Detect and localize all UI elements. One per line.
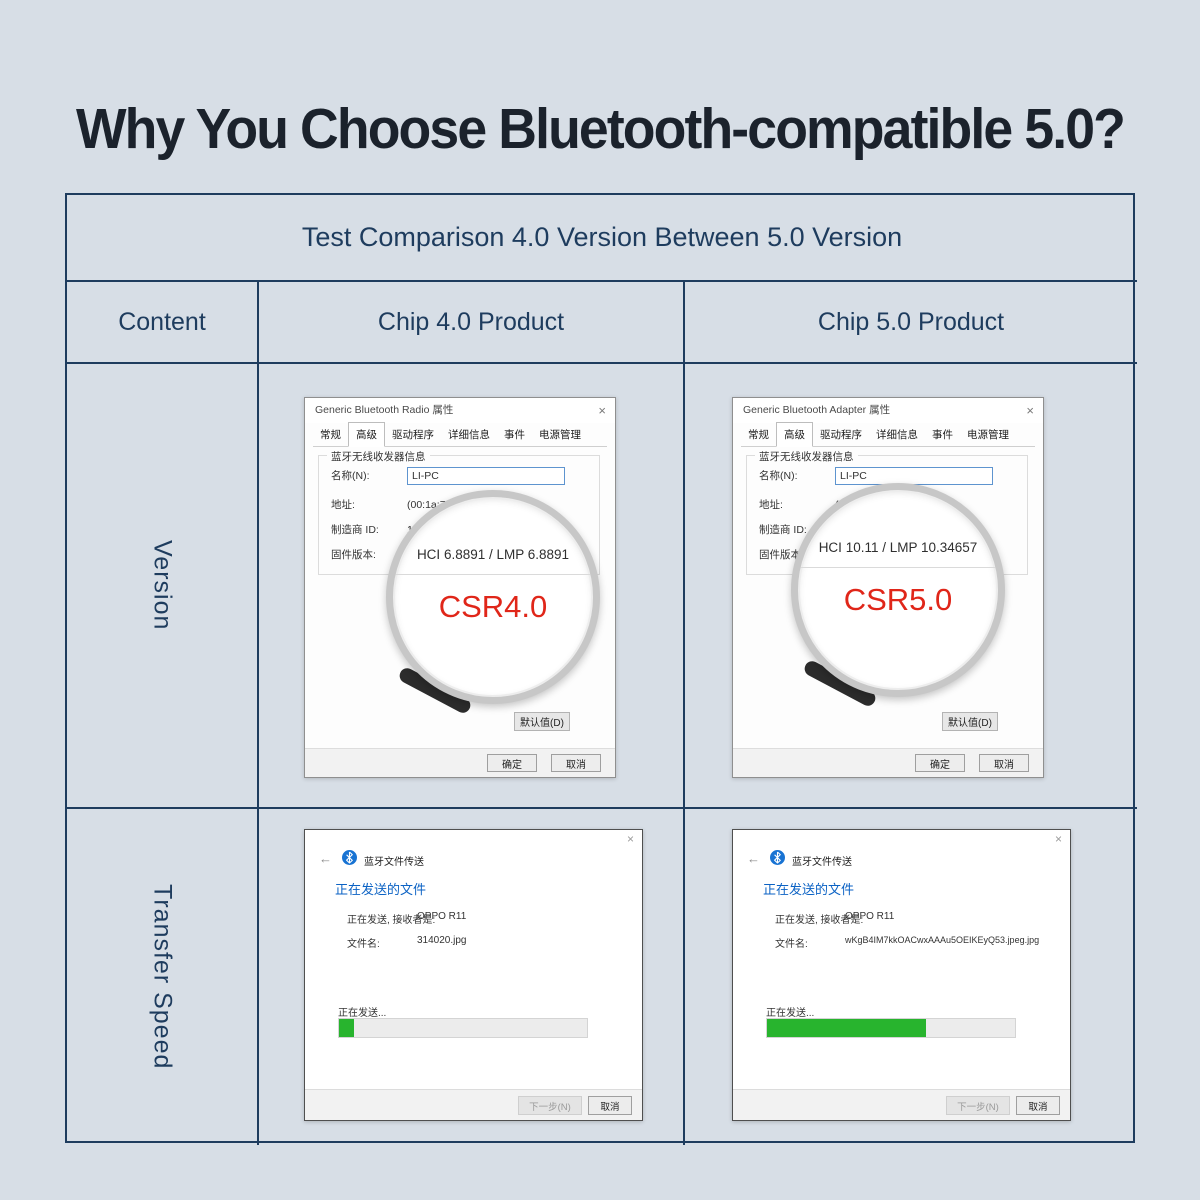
tab-driver[interactable]: 驱动程序 [392,429,434,441]
divider [393,574,593,575]
version-cell-chip50: Generic Bluetooth Adapter 属性 × 常规 高级 驱动程… [683,362,1137,807]
default-value-button[interactable]: 默认值(D) [514,712,570,731]
recipient-label: 正在发送, 接收者是: [347,915,436,926]
dialog-title: Generic Bluetooth Radio 属性 [315,404,454,416]
progress-fill [767,1019,926,1037]
version-cell-chip40: Generic Bluetooth Radio 属性 × 常规 高级 驱动程序 … [257,362,683,807]
transfer-cell-chip40: × ← 蓝牙文件传送 正在发送的文件 正在发送, 接收者是: OPPO R11 … [257,807,683,1145]
row-header-version: Version [67,362,257,807]
tab-advanced[interactable]: 高级 [776,422,813,447]
progress-bar [338,1018,588,1038]
bluetooth-properties-dialog-50: Generic Bluetooth Adapter 属性 × 常规 高级 驱动程… [732,397,1044,778]
manufacturer-label: 制造商 ID: [331,524,379,536]
manufacturer-label: 制造商 ID: [759,524,807,536]
back-arrow-icon[interactable]: ← [747,851,760,866]
dialog-footer: 下一步(N) 取消 [305,1089,642,1120]
tab-power[interactable]: 电源管理 [539,429,581,441]
filename-label: 文件名: [775,939,808,950]
firmware-label: 固件版本: [759,549,804,561]
tab-power[interactable]: 电源管理 [967,429,1009,441]
cancel-button[interactable]: 取消 [588,1096,632,1115]
next-button[interactable]: 下一步(N) [946,1096,1010,1115]
row-header-version-label: Version [148,540,177,631]
progress-label: 正在发送... [766,1008,815,1019]
file-transfer-dialog-40: × ← 蓝牙文件传送 正在发送的文件 正在发送, 接收者是: OPPO R11 … [304,829,643,1121]
comparison-table: Test Comparison 4.0 Version Between 5.0 … [65,193,1137,1145]
groupbox-legend: 蓝牙无线收发器信息 [755,449,858,464]
cancel-button[interactable]: 取消 [551,754,601,772]
close-icon[interactable]: × [598,403,606,418]
tab-driver[interactable]: 驱动程序 [820,429,862,441]
dialog-footer: 下一步(N) 取消 [733,1089,1070,1120]
bluetooth-icon [342,850,357,865]
radio-info-groupbox: 蓝牙无线收发器信息 名称(N):LI-PC 地址:(00:e0:4c:b0:cc… [746,449,1028,575]
cancel-button[interactable]: 取消 [979,754,1029,772]
progress-fill [339,1019,354,1037]
tab-details[interactable]: 详细信息 [448,429,490,441]
dialog-tabs: 常规 高级 驱动程序 详细信息 事件 电源管理 [741,422,1035,447]
transfer-cell-chip50: × ← 蓝牙文件传送 正在发送的文件 正在发送, 接收者是: OPPO R11 … [683,807,1137,1145]
magnifier-lens: HCI 10.11 / LMP 10.34657 CSR5.0 [791,483,1005,697]
row-header-transfer-speed: Transfer Speed [67,807,257,1145]
magnifier-overlay: HCI 10.11 / LMP 10.34657 CSR5.0 [791,483,1005,709]
sending-files-heading: 正在发送的文件 [763,882,855,897]
filename-value: wKgB4IM7kkOACwxAAAu5OEIKEyQ53.jpeg.jpg [845,935,1040,945]
column-header-chip50: Chip 5.0 Product [683,280,1137,362]
table-title: Test Comparison 4.0 Version Between 5.0 … [301,222,903,252]
recipient-value: OPPO R11 [845,911,895,922]
tab-general[interactable]: 常规 [748,429,769,441]
transfer-window-title: 蓝牙文件传送 [364,857,424,868]
tab-details[interactable]: 详细信息 [876,429,918,441]
column-header-content: Content [67,280,257,362]
recipient-value: OPPO R11 [417,911,467,922]
groupbox-legend: 蓝牙无线收发器信息 [327,449,430,464]
firmware-magnified-value: HCI 10.11 / LMP 10.34657 [818,540,978,555]
divider [798,567,998,568]
tab-general[interactable]: 常规 [320,429,341,441]
bluetooth-properties-dialog-40: Generic Bluetooth Radio 属性 × 常规 高级 驱动程序 … [304,397,616,778]
chip-version-callout: CSR5.0 [843,582,953,617]
close-icon[interactable]: × [1026,403,1034,418]
dialog-footer: 确定 取消 [733,748,1043,777]
cancel-button[interactable]: 取消 [1016,1096,1060,1115]
transfer-window-title: 蓝牙文件传送 [792,857,852,868]
name-label: 名称(N): [759,469,798,482]
address-label: 地址: [331,499,355,511]
ok-button[interactable]: 确定 [915,754,965,772]
firmware-magnified-value: HCI 6.8891 / LMP 6.8891 [416,547,570,562]
next-button[interactable]: 下一步(N) [518,1096,582,1115]
magnifier-overlay: HCI 6.8891 / LMP 6.8891 CSR4.0 [386,490,600,716]
row-header-transfer-speed-label: Transfer Speed [148,884,177,1070]
magnifier-lens: HCI 6.8891 / LMP 6.8891 CSR4.0 [386,490,600,704]
ok-button[interactable]: 确定 [487,754,537,772]
tab-events[interactable]: 事件 [504,429,525,441]
column-header-chip40: Chip 4.0 Product [257,280,683,362]
close-icon[interactable]: × [1054,832,1062,846]
filename-value: 314020.jpg [417,935,467,946]
close-icon[interactable]: × [626,832,634,846]
progress-bar [766,1018,1016,1038]
firmware-label: 固件版本: [331,549,376,561]
chip-version-callout: CSR4.0 [438,589,548,624]
name-label: 名称(N): [331,469,370,482]
filename-label: 文件名: [347,939,380,950]
dialog-titlebar: Generic Bluetooth Adapter 属性 × [733,398,1043,423]
dialog-title: Generic Bluetooth Adapter 属性 [743,404,891,416]
page-title: Why You Choose Bluetooth-compatible 5.0? [75,97,1126,162]
progress-label: 正在发送... [338,1008,387,1019]
dialog-footer: 确定 取消 [305,748,615,777]
sending-files-heading: 正在发送的文件 [335,882,427,897]
tab-advanced[interactable]: 高级 [348,422,385,447]
tab-events[interactable]: 事件 [932,429,953,441]
dialog-tabs: 常规 高级 驱动程序 详细信息 事件 电源管理 [313,422,607,447]
default-value-button[interactable]: 默认值(D) [942,712,998,731]
file-transfer-dialog-50: × ← 蓝牙文件传送 正在发送的文件 正在发送, 接收者是: OPPO R11 … [732,829,1071,1121]
address-label: 地址: [759,499,783,511]
dialog-titlebar: Generic Bluetooth Radio 属性 × [305,398,615,423]
device-name-input[interactable]: LI-PC [407,467,565,485]
recipient-label: 正在发送, 接收者是: [775,915,864,926]
back-arrow-icon[interactable]: ← [319,851,332,866]
bluetooth-icon [770,850,785,865]
